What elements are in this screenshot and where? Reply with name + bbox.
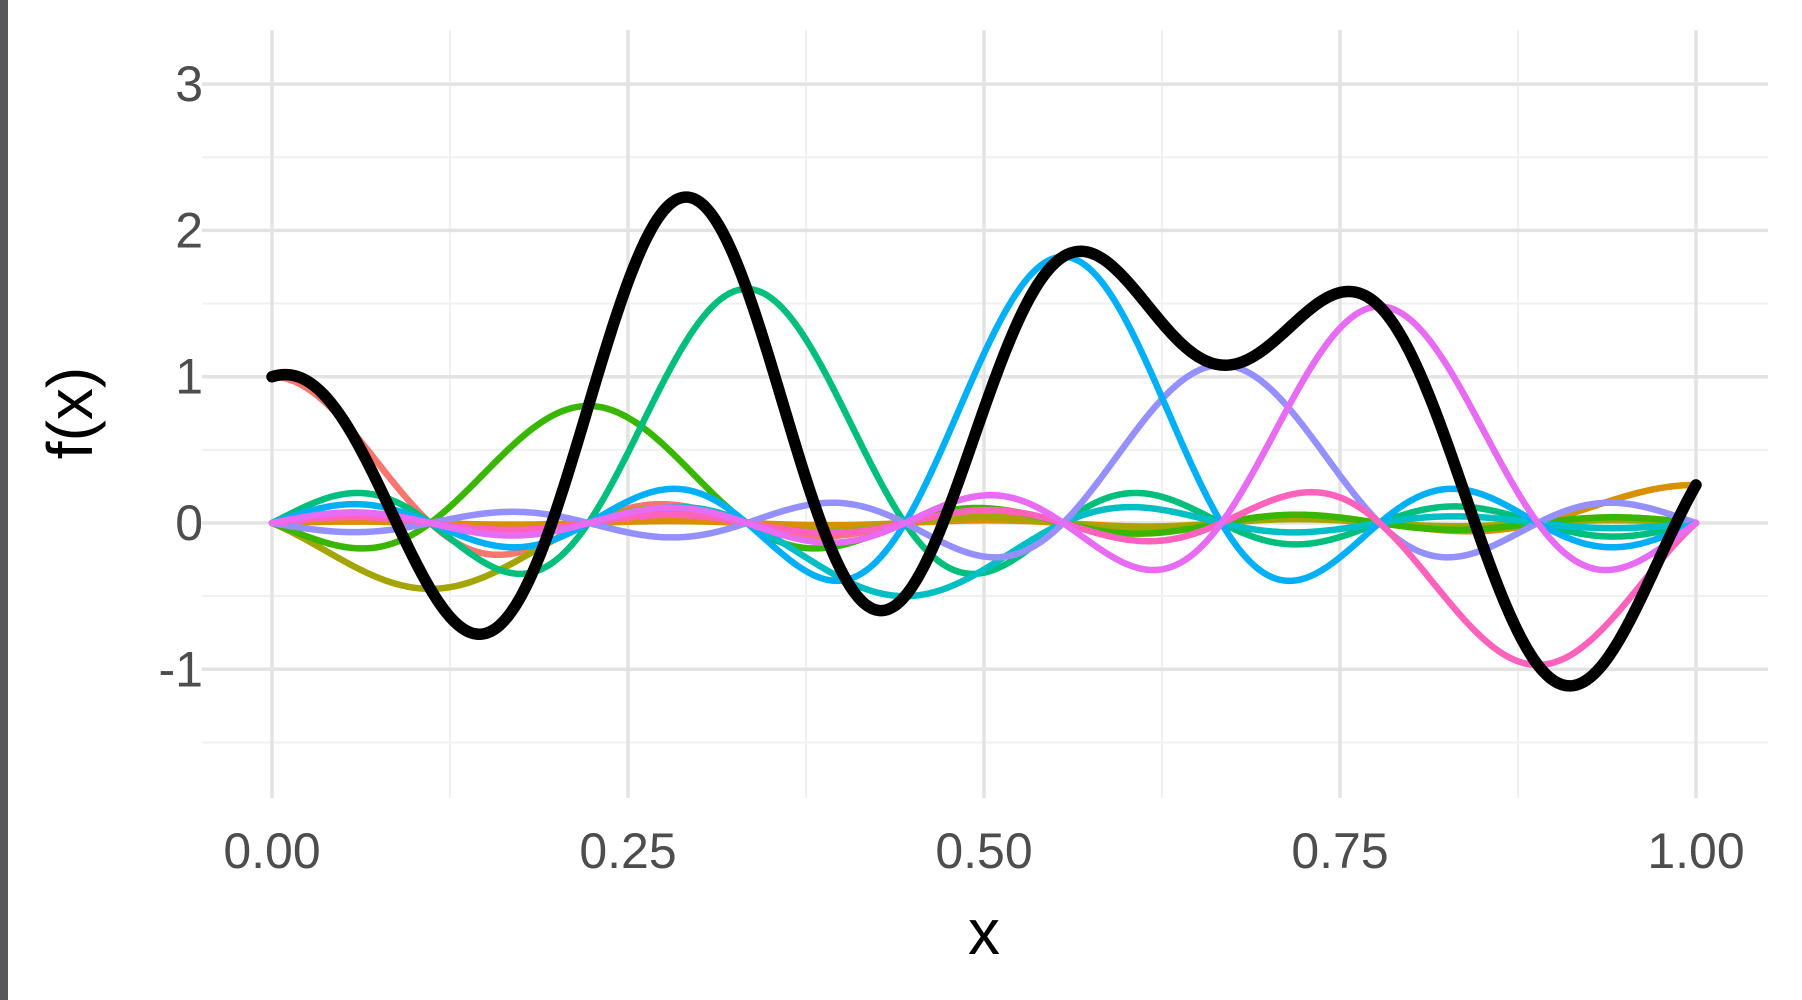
basis-9-curve	[268, 488, 1700, 669]
sum-of-basis-curve	[266, 191, 1702, 692]
x-axis-title: x	[968, 896, 1000, 968]
x-tick-label: 0.25	[579, 823, 676, 879]
y-axis-title: f(x)	[34, 366, 106, 460]
window-edge-bar	[0, 0, 8, 1000]
y-tick-label: 3	[175, 56, 203, 112]
basis-2-curve	[268, 505, 1700, 593]
y-tick-label: -1	[159, 641, 203, 697]
basis-8-curve	[268, 303, 1700, 574]
y-tick-label: 0	[175, 495, 203, 551]
y-tick-label: 1	[175, 349, 203, 405]
x-tick-label: 0.75	[1291, 823, 1388, 879]
x-tick-label: 1.00	[1647, 823, 1744, 879]
x-tick-label: 0.50	[935, 823, 1032, 879]
y-tick-label: 2	[175, 202, 203, 258]
basis-7-curve	[268, 361, 1700, 561]
x-tick-label: 0.00	[223, 823, 320, 879]
